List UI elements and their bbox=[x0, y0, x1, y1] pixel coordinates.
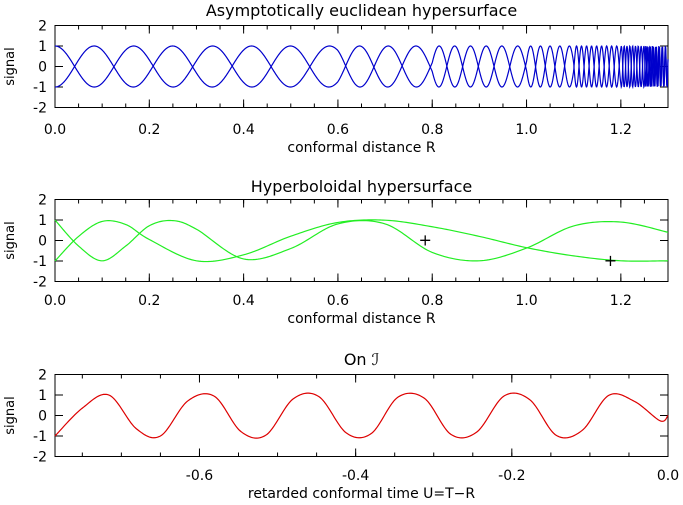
y-tick-label: 2 bbox=[38, 368, 47, 384]
x-tick-label: 0.4 bbox=[232, 293, 254, 309]
x-tick-label: 0.2 bbox=[138, 122, 160, 138]
series-line-1 bbox=[54, 219, 668, 263]
y-tick-label: -1 bbox=[33, 80, 47, 96]
y-tick-label: -1 bbox=[33, 254, 47, 270]
plus-marker: + bbox=[418, 231, 431, 250]
y-tick-label: 1 bbox=[38, 388, 47, 404]
y-axis-label: signal bbox=[3, 396, 18, 434]
series-line-1 bbox=[54, 392, 669, 439]
chart-panel-3: On ℐ 2 1 0 -1 -2 signal -0.6 -0.4 -0.2 0.0 retarded… bbox=[3, 350, 679, 502]
y-tick-label: 0 bbox=[38, 234, 47, 250]
chart-panel-1: Asymptotically euclidean hypersurface 2 1 0… bbox=[3, 1, 669, 156]
x-tick-label: 0.6 bbox=[327, 293, 349, 309]
x-tick-label: -0.4 bbox=[342, 468, 369, 484]
x-axis-label: conformal distance R bbox=[287, 140, 435, 156]
x-tick-label: 1.2 bbox=[610, 122, 632, 138]
y-tick-label: 2 bbox=[38, 193, 47, 209]
x-tick-label: 0.0 bbox=[44, 293, 66, 309]
x-tick-label: 1.2 bbox=[610, 293, 632, 309]
x-axis-label: conformal distance R bbox=[287, 311, 435, 327]
chart-title: On ℐ bbox=[344, 350, 380, 369]
x-tick-label: -0.2 bbox=[498, 468, 525, 484]
y-tick-label: -2 bbox=[33, 101, 47, 117]
x-tick-label: 0.8 bbox=[421, 293, 443, 309]
series-line-2 bbox=[54, 44, 669, 90]
y-tick-label: -1 bbox=[33, 429, 47, 445]
x-tick-label: 0.0 bbox=[44, 122, 66, 138]
y-tick-label: -2 bbox=[33, 275, 47, 291]
x-tick-label: 0.0 bbox=[657, 468, 679, 484]
series-line-2 bbox=[54, 219, 669, 262]
x-tick-label: 0.4 bbox=[232, 122, 254, 138]
y-axis-label: signal bbox=[3, 47, 18, 85]
y-tick-label: 0 bbox=[38, 60, 47, 76]
series-line-1 bbox=[54, 44, 669, 89]
y-tick-label: 1 bbox=[38, 213, 47, 229]
plot-frame bbox=[54, 25, 669, 108]
y-tick-label: 0 bbox=[38, 409, 47, 425]
y-axis-label: signal bbox=[3, 221, 18, 259]
x-tick-label: 0.8 bbox=[421, 122, 443, 138]
x-tick-label: -0.6 bbox=[186, 468, 213, 484]
chart-panel-2: Hyperboloidal hypersurface 2 1 0 -1 -2 signal 0… bbox=[3, 177, 669, 327]
plus-marker: + bbox=[604, 251, 617, 270]
x-axis-label: retarded conformal time U=T−R bbox=[248, 486, 476, 502]
plot-frame bbox=[54, 374, 669, 457]
x-tick-label: 1.0 bbox=[515, 293, 537, 309]
x-tick-label: 0.6 bbox=[327, 122, 349, 138]
plot-frame bbox=[54, 199, 669, 282]
chart-title: Hyperboloidal hypersurface bbox=[251, 177, 473, 196]
x-tick-label: 1.0 bbox=[515, 122, 537, 138]
y-tick-label: 2 bbox=[38, 19, 47, 35]
y-tick-label: -2 bbox=[33, 450, 47, 466]
y-tick-label: 1 bbox=[38, 39, 47, 55]
chart-title: Asymptotically euclidean hypersurface bbox=[206, 1, 517, 20]
x-tick-label: 0.2 bbox=[138, 293, 160, 309]
